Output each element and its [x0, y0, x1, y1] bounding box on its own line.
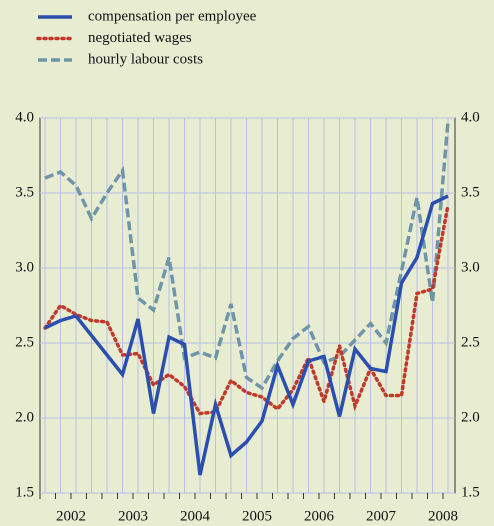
x-tick-label: 2008 [428, 508, 458, 524]
y-tick-label: 1.5 [15, 484, 34, 500]
y-tick-label: 3.0 [15, 259, 34, 275]
x-tick-label: 2004 [180, 508, 211, 524]
legend-label: compensation per employee [88, 8, 257, 24]
legend-label: negotiated wages [88, 30, 192, 46]
y2-tick-label: 3.0 [461, 259, 480, 275]
legend-label: hourly labour costs [88, 51, 203, 67]
y2-tick-label: 3.5 [461, 184, 480, 200]
y-tick-label: 4.0 [15, 109, 34, 125]
y-tick-label: 3.5 [15, 184, 34, 200]
y2-tick-label: 4.0 [461, 109, 480, 125]
y2-tick-label: 2.0 [461, 409, 480, 425]
y-tick-label: 2.0 [15, 409, 34, 425]
series-line [43, 203, 450, 416]
y2-tick-label: 1.5 [461, 484, 480, 500]
series-line [44, 194, 449, 476]
x-tick-label: 2007 [366, 508, 397, 524]
series-line [44, 120, 450, 391]
x-tick-label: 2002 [56, 508, 86, 524]
y2-tick-label: 2.5 [461, 334, 480, 350]
x-tick-label: 2005 [242, 508, 272, 524]
y-tick-label: 2.5 [15, 334, 34, 350]
x-tick-label: 2006 [304, 508, 335, 524]
x-tick-label: 2003 [118, 508, 148, 524]
